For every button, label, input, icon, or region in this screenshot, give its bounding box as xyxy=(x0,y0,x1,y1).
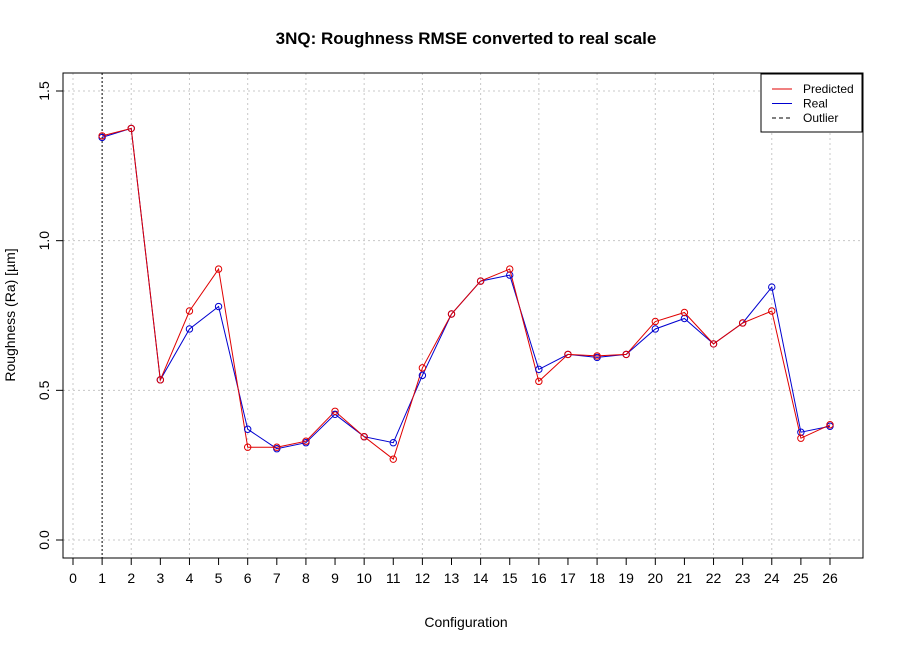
data-point-predicted xyxy=(127,124,135,133)
x-tick-label: 0 xyxy=(69,570,77,586)
data-point-predicted xyxy=(185,307,194,315)
data-point-real xyxy=(185,325,194,333)
plot-frame xyxy=(62,72,864,559)
data-point-predicted xyxy=(389,455,397,463)
data-point-real xyxy=(768,283,776,291)
x-tick-label: 5 xyxy=(215,570,223,586)
x-tick-label: 8 xyxy=(302,570,310,586)
data-point-predicted xyxy=(506,265,514,273)
data-point-predicted xyxy=(447,310,456,318)
x-tick-label: 26 xyxy=(822,570,838,586)
data-point-real xyxy=(418,371,427,380)
series-line-real xyxy=(101,127,831,450)
x-tick-label: 22 xyxy=(706,570,722,586)
data-point-predicted xyxy=(709,340,718,348)
series-line-predicted xyxy=(101,127,831,461)
y-tick-label: 0.5 xyxy=(36,380,52,400)
axes: 0 1 2 3 4 5 6 7 8 9 10 11 12 13 14 15 16 17 18 19 20 21 22 23 24… xyxy=(36,72,864,586)
x-tick-label: 21 xyxy=(677,570,693,586)
x-tick-label: 23 xyxy=(735,570,751,586)
x-tick-label: 10 xyxy=(356,570,372,586)
series-layer xyxy=(98,124,834,463)
legend-label-predicted: Predicted xyxy=(803,82,854,96)
data-point-real xyxy=(389,439,397,447)
x-tick-label: 18 xyxy=(589,570,605,586)
data-point-predicted xyxy=(622,350,630,359)
x-tick-label: 2 xyxy=(127,570,135,586)
data-point-predicted xyxy=(156,376,165,384)
data-point-predicted xyxy=(535,377,543,386)
y-tick-label: 1.0 xyxy=(36,231,52,251)
data-point-real xyxy=(214,302,223,311)
data-point-predicted xyxy=(214,265,223,273)
data-point-predicted xyxy=(476,277,485,285)
x-tick-label: 4 xyxy=(186,570,194,586)
data-point-predicted xyxy=(593,352,601,360)
x-tick-label: 3 xyxy=(156,570,164,586)
data-point-predicted xyxy=(680,308,689,317)
data-point-predicted xyxy=(797,434,805,442)
y-axis-label: Roughness (Ra) [µm] xyxy=(2,248,18,381)
x-tick-label: 19 xyxy=(618,570,634,586)
x-tick-label: 1 xyxy=(98,570,106,586)
grid xyxy=(63,73,863,558)
data-point-predicted xyxy=(98,132,106,140)
x-tick-label: 6 xyxy=(244,570,252,586)
data-point-predicted xyxy=(564,350,572,359)
x-tick-label: 11 xyxy=(386,570,401,586)
y-tick-label: 1.5 xyxy=(36,81,52,101)
data-point-real xyxy=(651,325,660,333)
x-tick-label: 25 xyxy=(793,570,809,586)
y-tick-label: 0.0 xyxy=(36,530,52,550)
x-tick-label: 12 xyxy=(415,570,431,586)
x-tick-label: 20 xyxy=(648,570,664,586)
x-tick-label: 9 xyxy=(331,570,339,586)
x-tick-label: 16 xyxy=(531,570,547,586)
legend-label-outlier: Outlier xyxy=(803,111,838,125)
data-point-predicted xyxy=(243,443,252,451)
x-axis-label: Configuration xyxy=(424,614,507,630)
data-point-predicted xyxy=(302,437,310,445)
x-tick-label: 13 xyxy=(444,570,460,586)
data-point-predicted xyxy=(331,407,339,415)
chart-title: 3NQ: Roughness RMSE converted to real sc… xyxy=(276,29,657,48)
data-point-predicted xyxy=(418,364,427,372)
x-tick-label: 7 xyxy=(273,570,281,586)
data-point-real xyxy=(243,425,252,433)
data-point-predicted xyxy=(360,433,368,441)
x-tick-label: 17 xyxy=(560,570,576,586)
x-tick-label: 14 xyxy=(473,570,489,586)
data-point-predicted xyxy=(738,319,747,327)
data-point-real xyxy=(535,365,543,374)
legend-label-real: Real xyxy=(803,97,828,111)
data-point-predicted xyxy=(651,317,660,326)
data-point-predicted xyxy=(826,421,834,429)
data-point-real xyxy=(331,410,339,418)
data-point-predicted xyxy=(768,307,776,315)
x-tick-label: 24 xyxy=(764,570,780,586)
data-point-predicted xyxy=(273,443,281,451)
x-tick-label: 15 xyxy=(502,570,518,586)
